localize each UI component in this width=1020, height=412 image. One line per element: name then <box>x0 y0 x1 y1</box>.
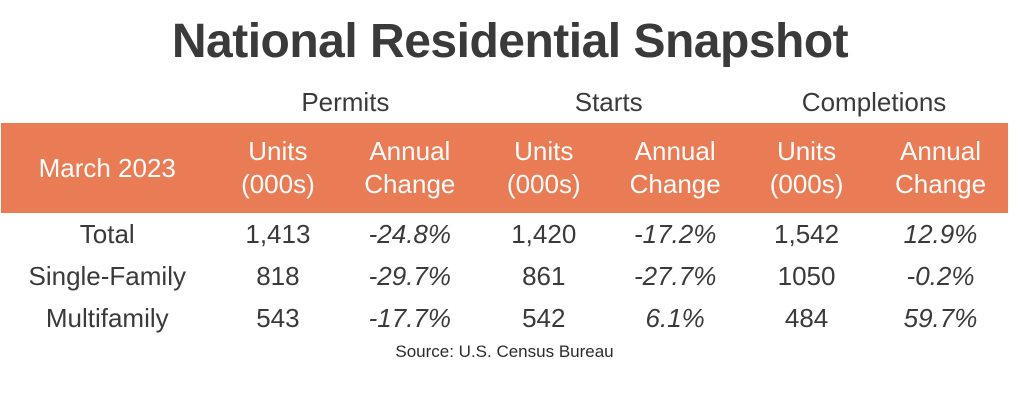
header-change-line1: Annual <box>634 136 716 166</box>
header-starts-change: Annual Change <box>610 123 741 213</box>
header-change-line2: Change <box>629 169 721 199</box>
cell-multifamily-permits-change: -17.7% <box>368 302 452 333</box>
row-label-total: Total <box>79 218 135 249</box>
cell-total-permits-change: -24.8% <box>368 218 452 249</box>
table-row-single-family: Single-Family 818 -29.7% 861 -27.7% 1050… <box>1 255 1008 297</box>
cell-single-family-permits-change: -29.7% <box>368 260 452 291</box>
cell-single-family-starts-change: -27.7% <box>633 260 717 291</box>
header-completions-change: Annual Change <box>873 123 1008 213</box>
row-label-single-family: Single-Family <box>28 260 186 291</box>
header-change-line2: Change <box>364 169 456 199</box>
cell-total-starts-change: -17.2% <box>633 218 717 249</box>
header-permits-units: Units (000s) <box>213 123 343 213</box>
header-change-line1: Annual <box>900 136 981 166</box>
group-header-completions: Completions <box>801 87 947 117</box>
cell-multifamily-starts-units: 542 <box>522 302 566 333</box>
header-units-line1: Units <box>776 136 837 166</box>
page-title: National Residential Snapshot <box>171 15 849 68</box>
table-row-total: Total 1,413 -24.8% 1,420 -17.2% 1,542 12… <box>1 213 1008 255</box>
cell-single-family-completions-units: 1050 <box>777 260 836 291</box>
header-change-line1: Annual <box>369 136 451 166</box>
cell-multifamily-permits-units: 543 <box>256 302 300 333</box>
cell-multifamily-starts-change: 6.1% <box>645 302 705 333</box>
cell-total-completions-change: 12.9% <box>903 218 978 249</box>
column-header-row: March 2023 Units (000s) Annual Change Un… <box>1 123 1008 213</box>
cell-total-starts-units: 1,420 <box>511 218 577 249</box>
header-change-line2: Change <box>894 169 987 199</box>
group-header-spacer <box>1 74 213 123</box>
header-completions-units: Units (000s) <box>740 123 874 213</box>
source-note: Source: U.S. Census Bureau <box>395 342 614 361</box>
cell-total-completions-units: 1,542 <box>774 218 840 249</box>
group-header-row: Permits Starts Completions <box>1 74 1008 123</box>
header-permits-change: Annual Change <box>342 123 478 213</box>
cell-total-permits-units: 1,413 <box>245 218 311 249</box>
group-header-starts: Starts <box>574 87 643 117</box>
cell-multifamily-completions-units: 484 <box>784 302 829 333</box>
cell-single-family-permits-units: 818 <box>256 260 300 291</box>
header-units-line1: Units <box>514 136 574 166</box>
header-units-line1: Units <box>248 136 308 166</box>
header-units-line2: (000s) <box>506 169 581 199</box>
header-starts-units: Units (000s) <box>477 123 611 213</box>
table-row-multifamily: Multifamily 543 -17.7% 542 6.1% 484 59.7… <box>1 297 1008 339</box>
header-units-line2: (000s) <box>769 169 844 199</box>
cell-single-family-starts-units: 861 <box>522 260 566 291</box>
cell-single-family-completions-change: -0.2% <box>906 260 975 291</box>
group-header-permits: Permits <box>301 87 390 117</box>
row-label-multifamily: Multifamily <box>45 302 169 333</box>
cell-multifamily-completions-change: 59.7% <box>903 302 978 333</box>
snapshot-table: Permits Starts Completions March 2023 Un… <box>1 74 1008 339</box>
header-units-line2: (000s) <box>241 169 315 199</box>
period-label: March 2023 <box>1 123 214 213</box>
